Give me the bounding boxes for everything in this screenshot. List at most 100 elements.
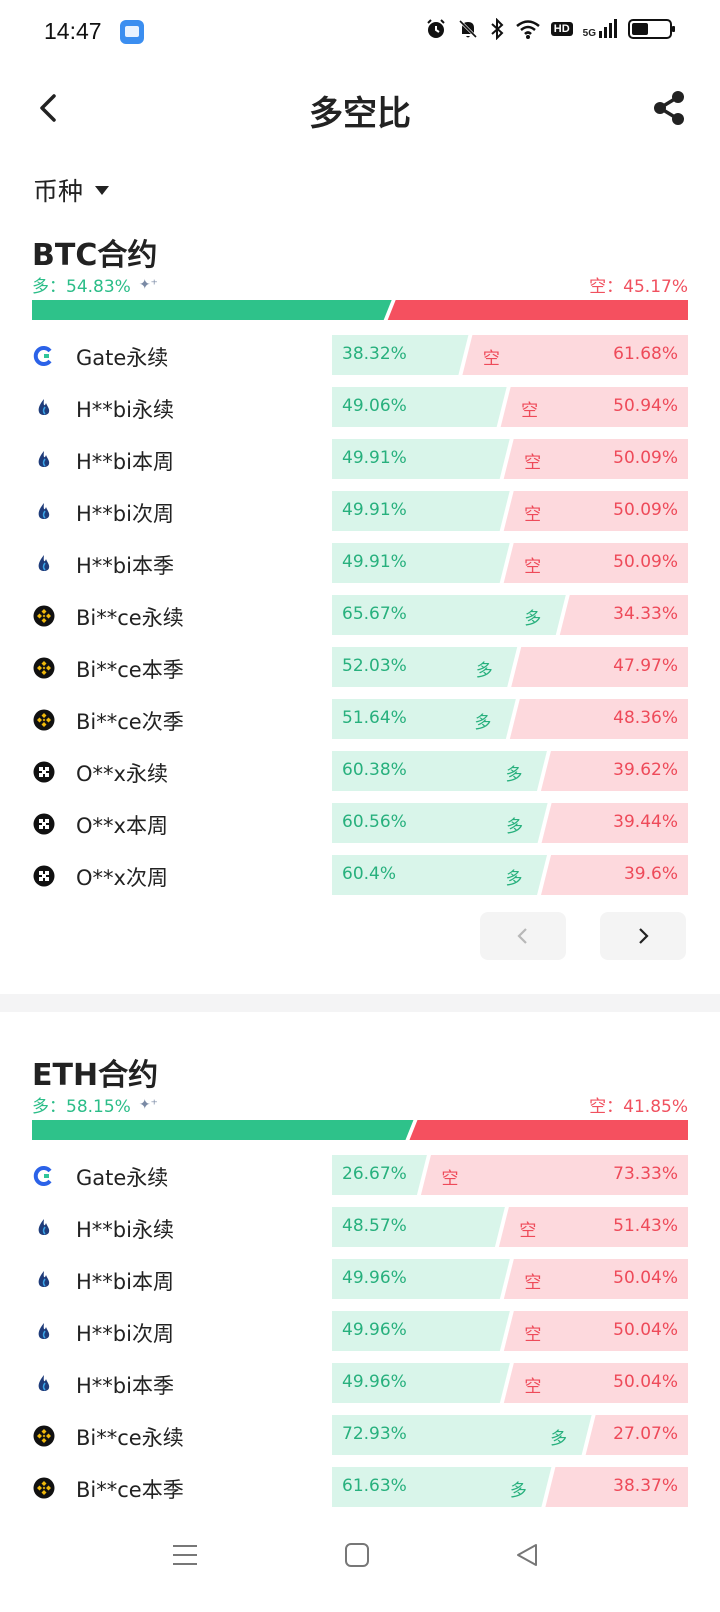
signal-icon: 5G [583, 19, 618, 39]
caret-down-icon [95, 185, 110, 195]
long-short-ratio-bar: 38.32% 空 61.68% [332, 335, 688, 375]
exchange-name: H**bi次周 [76, 502, 174, 526]
short-percent: 50.04% [613, 1320, 678, 1340]
short-summary: 空：41.85% [589, 1097, 688, 1117]
coin-filter-dropdown[interactable]: 币种 [33, 172, 110, 208]
exchange-row[interactable]: Bi**ce本季 61.63% 多 38.37% [0, 1462, 720, 1514]
exchange-name: Gate永续 [76, 1166, 169, 1190]
exchange-row[interactable]: Bi**ce本季 52.03% 多 47.97% [0, 642, 720, 694]
okx-icon [33, 865, 55, 887]
short-percent: 50.09% [613, 500, 678, 520]
short-bar [500, 387, 688, 427]
exchange-name: Bi**ce永续 [76, 1426, 184, 1450]
section-divider [0, 994, 720, 1012]
long-percent: 49.91% [342, 552, 407, 572]
long-bar [332, 1415, 592, 1455]
long-short-ratio-bar: 52.03% 多 47.97% [332, 647, 688, 687]
coin-filter-label: 币种 [33, 177, 84, 206]
long-bar [332, 647, 518, 687]
total-short-bar [387, 300, 688, 320]
long-short-ratio-bar: 65.67% 多 34.33% [332, 595, 688, 635]
long-bar [332, 1467, 552, 1507]
exchange-name: Bi**ce本季 [76, 658, 184, 682]
exchange-name: Bi**ce本季 [76, 1478, 184, 1502]
dominant-side-label: 多 [524, 609, 542, 629]
short-bar [503, 1311, 688, 1351]
sparkle-icon: ✦⁺ [138, 276, 158, 293]
exchange-row[interactable]: H**bi次周 49.96% 空 50.04% [0, 1306, 720, 1358]
dominant-side-label: 多 [506, 817, 524, 837]
share-button[interactable] [650, 88, 690, 128]
long-bar [332, 751, 547, 791]
exchange-row[interactable]: H**bi永续 49.06% 空 50.94% [0, 382, 720, 434]
exchange-row[interactable]: Bi**ce次季 51.64% 多 48.36% [0, 694, 720, 746]
exchange-row[interactable]: O**x本周 60.56% 多 39.44% [0, 798, 720, 850]
total-long-bar [32, 1120, 414, 1140]
exchange-row[interactable]: Gate永续 38.32% 空 61.68% [0, 330, 720, 382]
short-percent: 39.62% [613, 760, 678, 780]
long-bar [332, 1207, 505, 1247]
short-bar [541, 803, 688, 843]
exchange-row[interactable]: H**bi次周 49.91% 空 50.09% [0, 486, 720, 538]
long-summary-text: 多：58.15% [32, 1097, 131, 1117]
app-notification-icon [120, 20, 144, 44]
exchange-list: Gate永续 26.67% 空 73.33% H**bi永续 48.57% 空 51.43% H… [0, 1150, 720, 1514]
long-bar [332, 595, 566, 635]
exchange-name: H**bi本周 [76, 1270, 174, 1294]
huobi-icon [33, 1321, 55, 1343]
long-percent: 49.96% [342, 1268, 407, 1288]
next-page-button[interactable] [600, 912, 686, 960]
mute-icon [458, 19, 477, 39]
exchange-row[interactable]: O**x次周 60.4% 多 39.6% [0, 850, 720, 902]
exchange-row[interactable]: O**x永续 60.38% 多 39.62% [0, 746, 720, 798]
exchange-row[interactable]: Bi**ce永续 65.67% 多 34.33% [0, 590, 720, 642]
exchange-row[interactable]: H**bi本季 49.96% 空 50.04% [0, 1358, 720, 1410]
long-percent: 26.67% [342, 1164, 407, 1184]
prev-page-button[interactable] [480, 912, 566, 960]
back-button[interactable] [30, 88, 70, 128]
short-percent: 48.36% [613, 708, 678, 728]
exchange-row[interactable]: Gate永续 26.67% 空 73.33% [0, 1150, 720, 1202]
long-bar [332, 1155, 427, 1195]
long-short-ratio-bar: 48.57% 空 51.43% [332, 1207, 688, 1247]
dominant-side-label: 空 [441, 1169, 459, 1189]
dominant-side-label: 多 [509, 1481, 527, 1501]
short-bar [503, 543, 688, 583]
short-bar [420, 1155, 688, 1195]
short-bar [511, 647, 688, 687]
exchange-name: Gate永续 [76, 346, 169, 370]
exchange-row[interactable]: Bi**ce永续 72.93% 多 27.07% [0, 1410, 720, 1462]
dominant-side-label: 多 [505, 869, 523, 889]
long-percent: 52.03% [342, 656, 407, 676]
nav-bar: 多空比 [0, 66, 720, 152]
exchange-name: Bi**ce永续 [76, 606, 184, 630]
dominant-side-label: 空 [524, 557, 542, 577]
huobi-icon [33, 1217, 55, 1239]
dominant-side-label: 空 [524, 505, 542, 525]
home-square-icon[interactable] [344, 1542, 370, 1568]
back-triangle-icon[interactable] [514, 1542, 540, 1568]
short-bar [503, 1259, 688, 1299]
exchange-row[interactable]: H**bi本季 49.91% 空 50.09% [0, 538, 720, 590]
exchange-row[interactable]: H**bi本周 49.96% 空 50.04% [0, 1254, 720, 1306]
long-percent: 49.96% [342, 1372, 407, 1392]
okx-icon [33, 813, 55, 835]
long-short-ratio-bar: 49.91% 空 50.09% [332, 439, 688, 479]
dominant-side-label: 空 [482, 349, 500, 369]
dominant-side-label: 空 [521, 401, 539, 421]
short-bar [545, 1467, 688, 1507]
dominant-side-label: 空 [524, 453, 542, 473]
short-bar [462, 335, 688, 375]
long-short-ratio-bar: 60.4% 多 39.6% [332, 855, 688, 895]
binance-icon [33, 1425, 55, 1447]
menu-icon[interactable] [172, 1542, 198, 1568]
long-percent: 51.64% [342, 708, 407, 728]
dominant-side-label: 多 [550, 1429, 568, 1449]
long-summary: 多：54.83% ✦⁺ [32, 272, 158, 298]
alarm-icon [427, 19, 445, 38]
long-summary-text: 多：54.83% [32, 277, 131, 297]
long-percent: 61.63% [342, 1476, 407, 1496]
exchange-row[interactable]: H**bi本周 49.91% 空 50.09% [0, 434, 720, 486]
exchange-row[interactable]: H**bi永续 48.57% 空 51.43% [0, 1202, 720, 1254]
exchange-name: H**bi本季 [76, 1374, 174, 1398]
